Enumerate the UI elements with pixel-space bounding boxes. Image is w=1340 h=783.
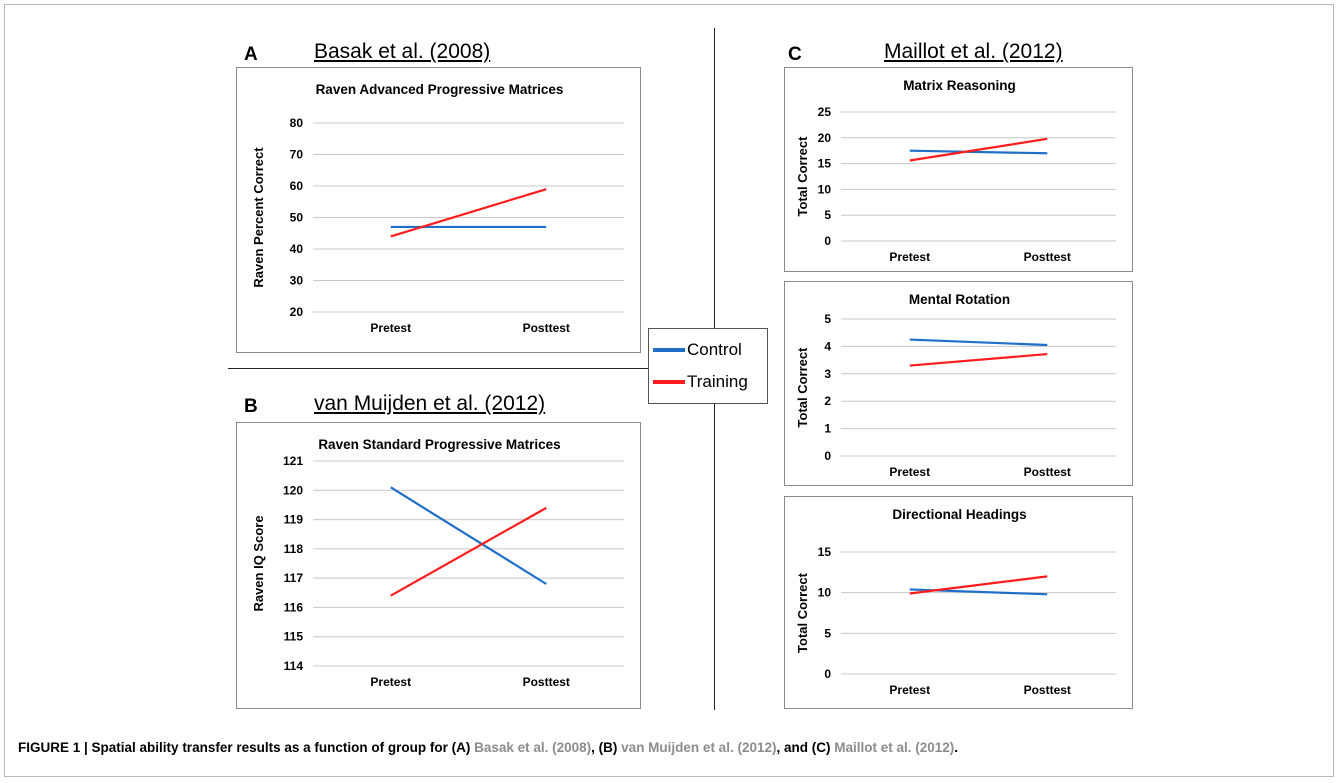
y-tick-label: 4 [824,339,831,353]
y-tick-label: 1 [824,422,831,436]
series-line-control [910,340,1048,345]
y-axis-label: Total Correct [795,136,810,217]
y-axis-label: Raven IQ Score [251,515,266,611]
caption-mid-1: , (B) [591,740,621,755]
legend-swatch-control [653,348,685,352]
series-line-training [391,189,547,236]
chart-a-basak: Raven Advanced Progressive Matrices Raven… [236,67,641,353]
x-tick-label: Pretest [370,321,411,335]
y-tick-label: 118 [284,542,304,556]
caption-ref-van-muijden[interactable]: van Muijden et al. (2012) [621,740,776,755]
y-tick-label: 119 [284,513,304,527]
caption-ref-maillot[interactable]: Maillot et al. (2012) [834,740,954,755]
panel-c-letter: C [788,44,802,66]
chart-title: Directional Headings [892,507,1026,522]
y-tick-label: 3 [824,367,831,381]
horizontal-divider [228,368,648,369]
legend-item-training: Training [653,369,748,395]
figure-caption: FIGURE 1 | Spatial ability transfer resu… [18,740,958,755]
legend-item-control: Control [653,337,742,363]
y-tick-label: 5 [824,208,831,222]
y-tick-label: 0 [824,667,831,681]
series-line-training [910,354,1048,366]
chart-svg: Raven Standard Progressive Matrices Raven… [237,423,642,710]
panel-b-letter: B [244,396,258,418]
legend-label-training: Training [687,372,748,392]
y-tick-label: 120 [283,483,303,497]
chart-title: Raven Advanced Progressive Matrices [316,82,564,97]
legend-label-control: Control [687,340,742,360]
legend: Control Training [648,328,768,404]
x-tick-label: Pretest [889,683,930,697]
y-tick-label: 5 [824,626,831,640]
y-axis-label: Raven Percent Correct [251,147,266,288]
chart-title: Matrix Reasoning [903,78,1016,93]
y-tick-label: 25 [818,105,832,119]
caption-prefix: FIGURE 1 | Spatial ability transfer resu… [18,740,474,755]
series-line-control [391,487,547,584]
chart-c-directional-headings: Directional Headings Total Correct 0 5 10 15 P… [784,496,1133,709]
x-tick-label: Pretest [889,465,930,479]
caption-mid-2: , and (C) [776,740,834,755]
x-tick-label: Pretest [370,675,411,689]
chart-c-mental-rotation: Mental Rotation Total Correct 0 1 2 3 4 5 Pretes… [784,281,1133,486]
y-tick-label: 20 [290,305,304,319]
y-tick-label: 116 [284,600,304,614]
x-tick-label: Posttest [1024,465,1071,479]
panel-c-study: Maillot et al. (2012) [884,40,1063,64]
y-tick-label: 121 [283,454,303,468]
series-line-training [910,139,1048,161]
chart-svg: Mental Rotation Total Correct 0 1 2 3 4 5 Pretes… [785,282,1134,487]
y-tick-label: 20 [818,131,832,145]
y-tick-label: 10 [818,586,832,600]
y-tick-label: 2 [824,394,831,408]
y-tick-label: 0 [824,234,831,248]
y-tick-label: 15 [818,157,832,171]
y-tick-label: 80 [290,116,304,130]
chart-svg: Raven Advanced Progressive Matrices Raven… [237,68,642,354]
chart-svg: Matrix Reasoning Total Correct 0 5 10 15 20 25 P… [785,68,1134,273]
chart-svg: Directional Headings Total Correct 0 5 10 15 P… [785,497,1134,710]
panel-b-study: van Muijden et al. (2012) [314,392,545,416]
legend-swatch-training [653,380,685,384]
series-line-training [391,508,547,596]
chart-c-matrix-reasoning: Matrix Reasoning Total Correct 0 5 10 15 20 25 P… [784,67,1133,272]
y-tick-label: 115 [284,630,304,644]
x-tick-label: Posttest [1024,683,1071,697]
y-tick-label: 114 [284,659,304,673]
y-tick-label: 60 [290,179,304,193]
x-tick-label: Posttest [523,321,570,335]
series-line-control [910,151,1048,154]
y-tick-label: 0 [824,449,831,463]
panel-a-study: Basak et al. (2008) [314,40,490,64]
y-tick-label: 5 [824,312,831,326]
x-tick-label: Posttest [523,675,570,689]
caption-suffix: . [954,740,958,755]
y-axis-label: Total Correct [795,347,810,428]
y-tick-label: 117 [284,571,304,585]
caption-ref-basak[interactable]: Basak et al. (2008) [474,740,591,755]
chart-b-van-muijden: Raven Standard Progressive Matrices Raven… [236,422,641,709]
y-tick-label: 50 [290,211,304,225]
panel-a-letter: A [244,44,258,66]
y-tick-label: 70 [290,148,304,162]
y-tick-label: 40 [290,242,304,256]
y-tick-label: 30 [290,274,304,288]
chart-title: Mental Rotation [909,292,1010,307]
x-tick-label: Pretest [889,250,930,264]
y-tick-label: 15 [818,545,832,559]
x-tick-label: Posttest [1024,250,1071,264]
y-axis-label: Total Correct [795,572,810,653]
y-tick-label: 10 [818,182,832,196]
chart-title: Raven Standard Progressive Matrices [318,437,560,452]
